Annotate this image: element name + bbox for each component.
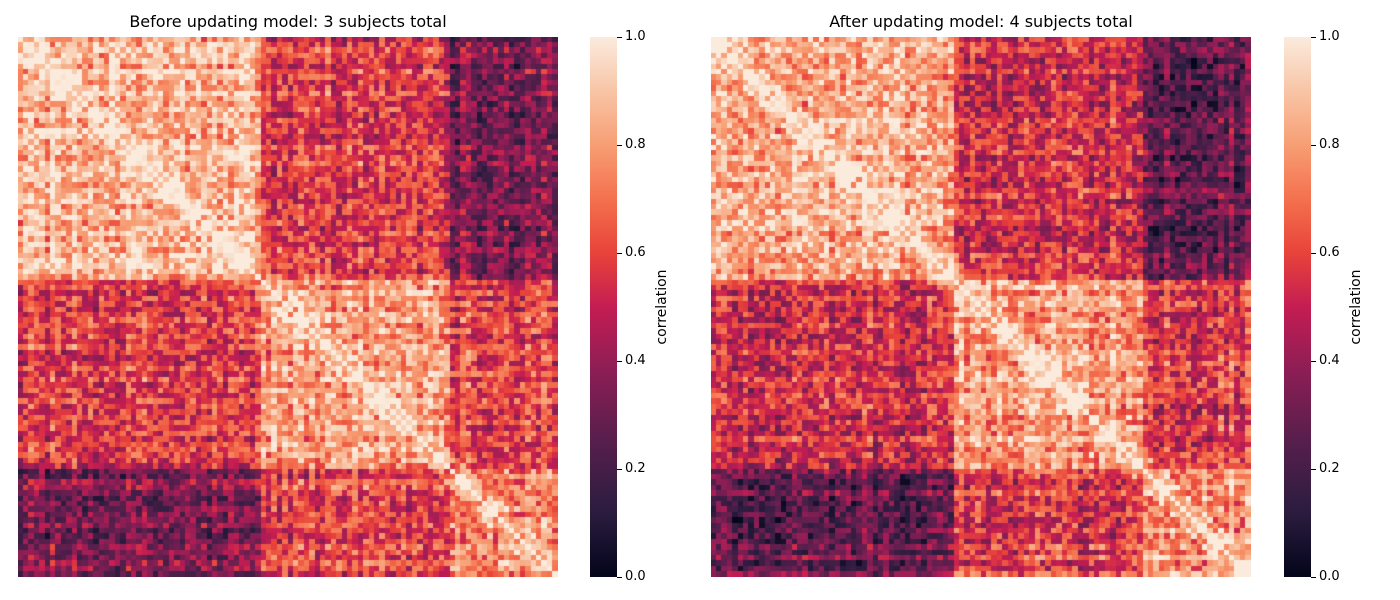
tick-label: 0.2 xyxy=(1319,461,1340,476)
tick-mark xyxy=(617,361,622,362)
tick-label: 0.2 xyxy=(625,461,646,476)
tick-label: 0.4 xyxy=(1319,353,1340,368)
colorbar xyxy=(1284,37,1311,577)
tick-label: 0.8 xyxy=(1319,137,1340,152)
chart-title: Before updating model: 3 subjects total xyxy=(129,12,447,31)
tick-label: 0.4 xyxy=(625,353,646,368)
tick-mark xyxy=(617,469,622,470)
tick-label: 0.0 xyxy=(625,569,646,584)
tick-label: 0.0 xyxy=(1319,569,1340,584)
colorbar-ticks: 0.0 0.2 0.4 0.6 0.8 1.0 xyxy=(1311,29,1371,584)
tick-mark xyxy=(1311,469,1316,470)
tick-label: 1.0 xyxy=(1319,29,1340,44)
colorbar-label: correlation xyxy=(654,269,670,345)
heatmap-panel-before: Before updating model: 3 subjects total … xyxy=(18,12,677,584)
colorbar-label: correlation xyxy=(1348,269,1364,345)
colorbar-ticks: 0.0 0.2 0.4 0.6 0.8 1.0 xyxy=(617,29,677,584)
tick-mark xyxy=(617,145,622,146)
chart-title: After updating model: 4 subjects total xyxy=(829,12,1133,31)
correlation-heatmap-after xyxy=(711,37,1251,577)
tick-label: 0.6 xyxy=(1319,245,1340,260)
tick-mark xyxy=(1311,37,1316,38)
heatmap-panel-after: After updating model: 4 subjects total 0… xyxy=(692,0,1400,600)
tick-mark xyxy=(617,37,622,38)
tick-mark xyxy=(1311,253,1316,254)
tick-label: 0.6 xyxy=(625,245,646,260)
tick-mark xyxy=(617,253,622,254)
tick-label: 1.0 xyxy=(625,29,646,44)
tick-mark xyxy=(1311,145,1316,146)
colorbar xyxy=(590,37,617,577)
tick-mark xyxy=(1311,577,1316,578)
correlation-heatmap-before xyxy=(18,37,558,577)
tick-label: 0.8 xyxy=(625,137,646,152)
tick-mark xyxy=(1311,361,1316,362)
tick-mark xyxy=(617,577,622,578)
